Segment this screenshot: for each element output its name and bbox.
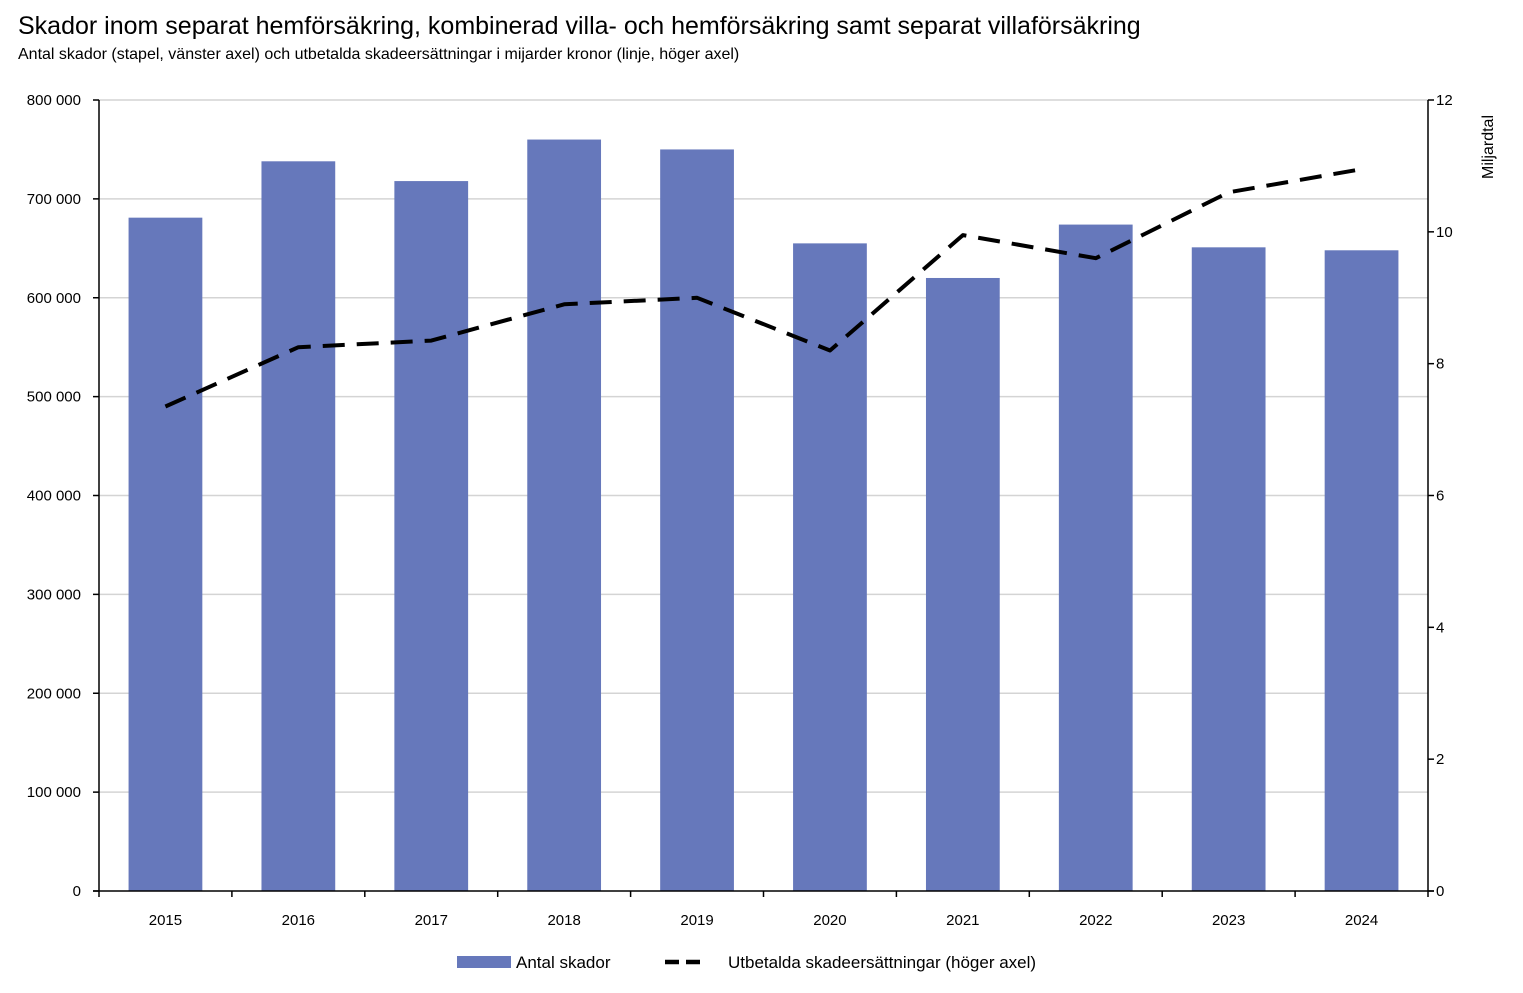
left-axis-ticks: 0 100 000 200 000 300 000 400 000 500 000 600 … [27, 92, 99, 900]
x-tick-label: 2021 [946, 912, 979, 929]
x-tick-label: 2019 [680, 912, 713, 929]
line-series [164, 167, 1362, 409]
x-tick-label: 2023 [1212, 912, 1245, 929]
left-tick-label: 400 000 [27, 488, 81, 505]
x-tick-label: 2017 [415, 912, 448, 929]
left-tick-label: 300 000 [27, 586, 81, 603]
right-tick-label: 0 [1436, 883, 1444, 900]
bar-2019 [660, 149, 734, 891]
left-tick-label: 500 000 [27, 389, 81, 406]
bar-2023 [1191, 247, 1266, 892]
right-tick-label: 6 [1436, 488, 1444, 505]
bar-2024 [1324, 250, 1399, 892]
chart-title: Skador inom separat hemförsäkring, kombi… [18, 12, 1141, 40]
left-tick-label: 100 000 [27, 784, 81, 801]
bar-2021 [925, 277, 1000, 892]
right-tick-label: 12 [1436, 92, 1453, 109]
left-tick-label: 600 000 [27, 290, 81, 307]
right-axis-label: Miljardtal [1480, 115, 1497, 179]
x-tick-label: 2022 [1079, 912, 1112, 929]
bar-2017 [394, 181, 469, 891]
right-axis-ticks: 0 2 4 6 8 10 12 [1428, 92, 1453, 900]
legend: Antal skador Utbetalda skadeersättningar… [457, 953, 1036, 972]
bar-series [128, 139, 1399, 892]
x-tick-label: 2024 [1345, 912, 1378, 929]
left-tick-label: 200 000 [27, 685, 81, 702]
left-tick-label: 800 000 [27, 92, 81, 109]
x-tick-label: 2015 [149, 912, 182, 929]
bar-2018 [527, 139, 602, 892]
right-tick-label: 4 [1436, 619, 1444, 636]
left-tick-label: 0 [73, 883, 81, 900]
bar-2022 [1058, 224, 1133, 891]
bar-2016 [261, 161, 336, 892]
x-axis-ticks: 2015 2016 2017 2018 2019 2020 2021 2022 2023 2024 [98, 891, 1429, 929]
x-tick-label: 2020 [813, 912, 846, 929]
right-tick-label: 2 [1436, 751, 1444, 768]
line-utbetalda [164, 167, 1362, 409]
legend-label-bars: Antal skador [516, 953, 611, 972]
left-tick-label: 700 000 [27, 191, 81, 208]
bar-2015 [128, 217, 203, 891]
x-tick-label: 2018 [547, 912, 580, 929]
chart-subtitle: Antal skador (stapel, vänster axel) och … [18, 46, 740, 63]
legend-swatch-bars [457, 956, 511, 968]
right-tick-label: 10 [1436, 224, 1453, 241]
x-tick-label: 2016 [282, 912, 315, 929]
legend-label-line: Utbetalda skadeersättningar (höger axel) [728, 953, 1036, 972]
right-tick-label: 8 [1436, 356, 1444, 373]
